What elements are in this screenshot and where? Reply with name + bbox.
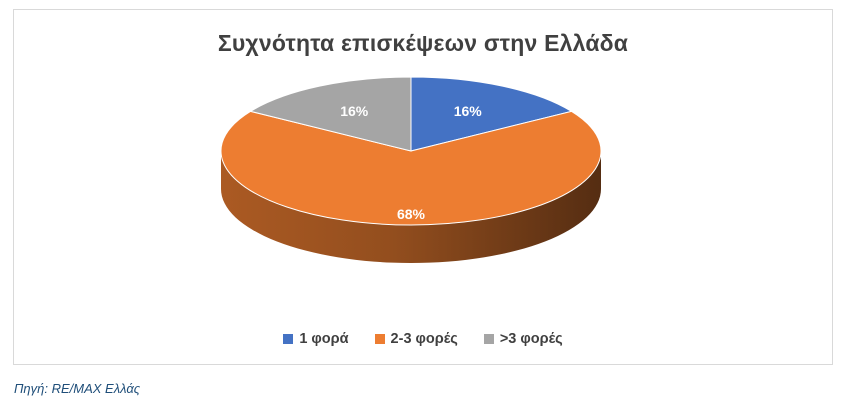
data-label-2: 16% — [340, 103, 369, 119]
legend-label-2: >3 φορές — [499, 331, 563, 347]
data-label-0: 16% — [454, 103, 483, 119]
legend-swatch-1 — [374, 334, 385, 344]
legend-swatch-0 — [283, 334, 294, 344]
legend-item-1: 2-3 φορές — [374, 331, 458, 347]
pie-chart: 16% 68% 16% — [220, 76, 602, 263]
legend-item-2: >3 φορές — [483, 331, 563, 347]
chart-area: Συχνότητα επισκέψεων στην Ελλάδα 16% 68% 1… — [13, 9, 833, 365]
legend-swatch-2 — [483, 334, 494, 344]
pie-slice-1 — [220, 110, 602, 226]
pie-side-1 — [221, 151, 601, 263]
pie-slice-2 — [249, 76, 412, 152]
legend-label-1: 2-3 φορές — [390, 331, 458, 347]
chart-legend: 1 φορά 2-3 φορές >3 φορές — [14, 331, 832, 347]
legend-item-0: 1 φορά — [283, 331, 349, 347]
legend-label-0: 1 φορά — [299, 331, 349, 347]
data-label-1: 68% — [397, 206, 426, 222]
chart-title: Συχνότητα επισκέψεων στην Ελλάδα — [217, 30, 629, 56]
source-note: Πηγή: RE/MAX Ελλάς — [14, 381, 141, 396]
pie-slice-0 — [410, 76, 573, 152]
